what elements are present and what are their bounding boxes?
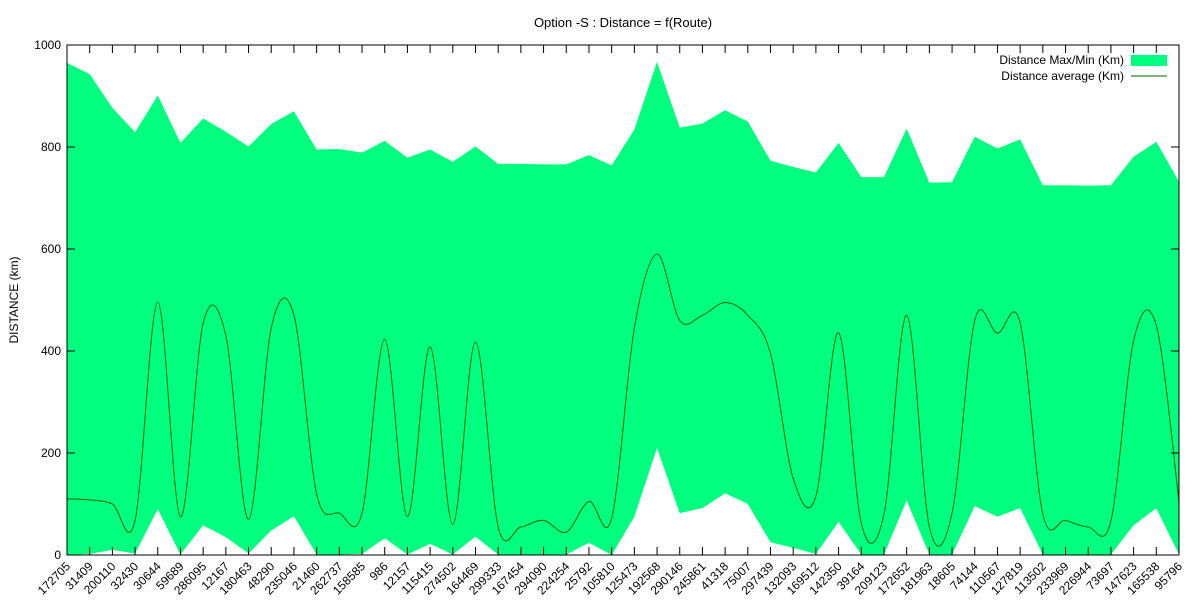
y-tick-label: 400 <box>41 344 61 358</box>
legend-swatch-band <box>1131 55 1167 66</box>
legend: Distance Max/Min (Km) Distance average (… <box>999 53 1167 83</box>
series-line-average <box>66 253 1180 547</box>
y-tick-label: 1000 <box>34 38 61 52</box>
y-tick-label: 600 <box>41 242 61 256</box>
series-band-max-min <box>67 61 1179 555</box>
plot-border <box>66 44 1180 556</box>
y-tick-label: 200 <box>41 446 61 460</box>
legend-label-band: Distance Max/Min (Km) <box>999 53 1124 67</box>
y-tick-label: 0 <box>54 548 61 562</box>
plot-area <box>66 61 1180 555</box>
y-axis-label: DISTANCE (km) <box>7 256 21 343</box>
y-tick-label: 800 <box>41 140 61 154</box>
legend-label-average: Distance average (Km) <box>1001 69 1124 83</box>
chart-title: Option -S : Distance = f(Route) <box>534 15 712 30</box>
